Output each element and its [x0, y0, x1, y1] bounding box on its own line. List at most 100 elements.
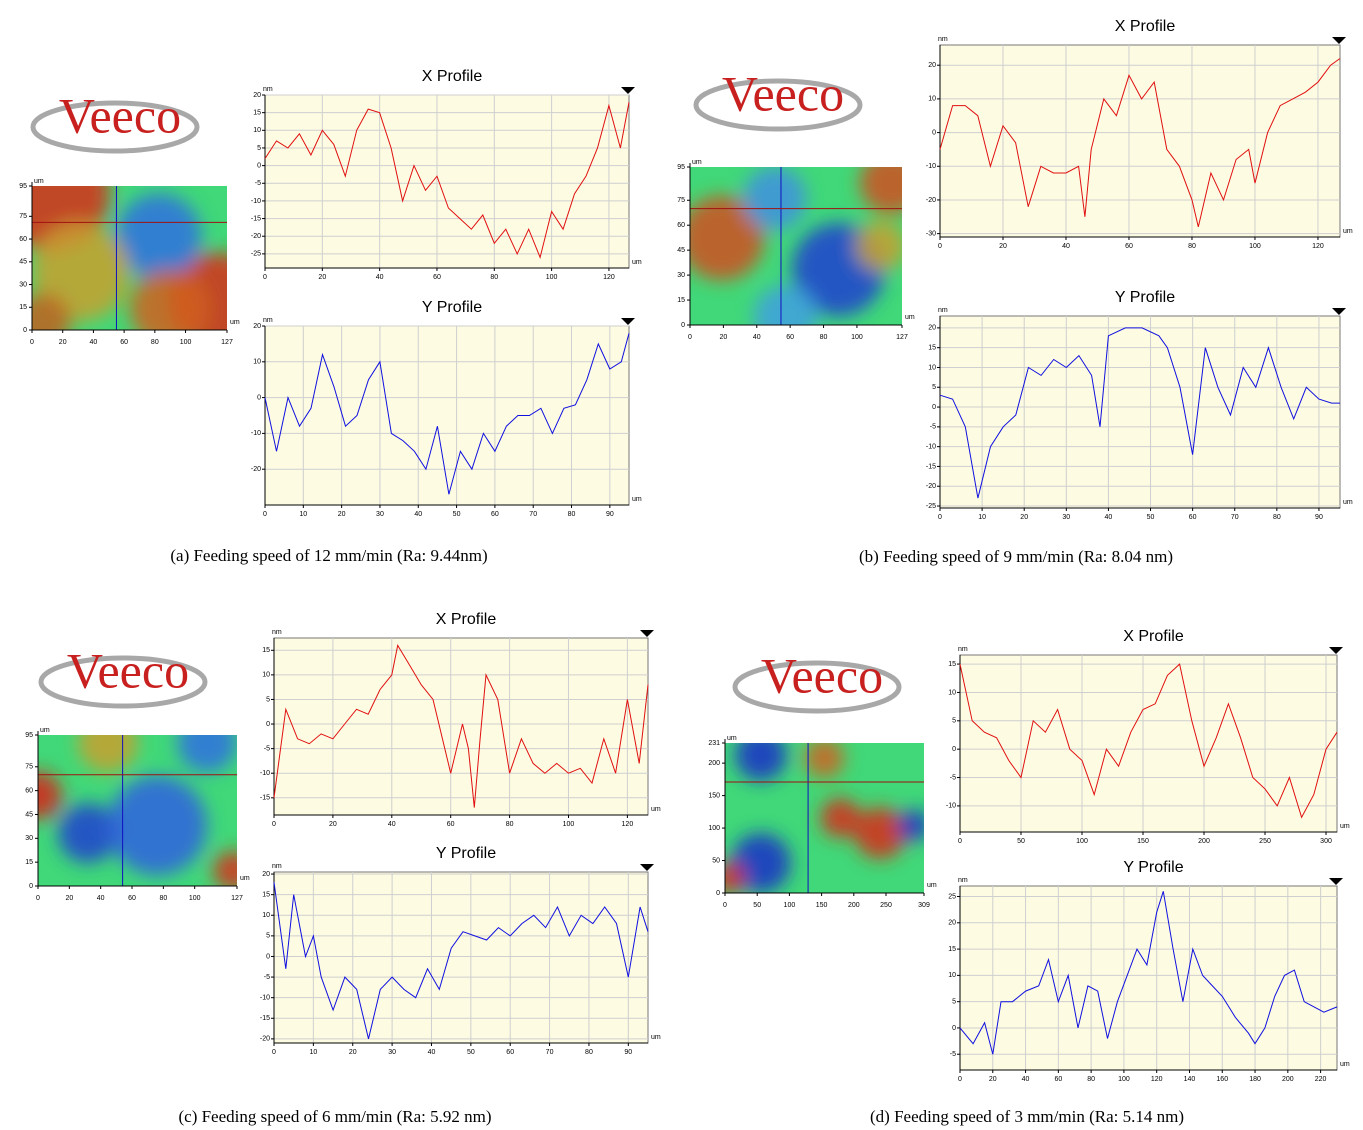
x-tick-label: 30 — [388, 1049, 396, 1056]
x-tick-label: 90 — [624, 1049, 632, 1056]
y-axis-label: nm — [938, 36, 948, 43]
heatmap-blob — [753, 285, 818, 325]
x-tick-label: 0 — [958, 1076, 962, 1083]
y-tick-label: 200 — [708, 760, 720, 767]
y-tick-label: 60 — [677, 222, 685, 229]
x-tick-label: 50 — [1017, 838, 1025, 845]
chart-title: X Profile — [1115, 18, 1176, 35]
plot-area — [273, 871, 649, 1044]
x-tick-label: 0 — [938, 243, 942, 250]
y-tick-label: 20 — [948, 920, 956, 927]
x-tick-label: 0 — [30, 339, 34, 346]
y-tick-label: 5 — [257, 145, 261, 152]
heatmap-blob — [115, 193, 202, 280]
x-tick-label: 50 — [453, 511, 461, 518]
x-tick-label: 10 — [309, 1049, 317, 1056]
chart-title: Y Profile — [1123, 859, 1183, 876]
caption: (a) Feeding speed of 12 mm/min (Ra: 9.44… — [170, 546, 487, 565]
chart-title: Y Profile — [436, 845, 496, 862]
heatmap-blob — [77, 735, 138, 773]
marker-triangle — [1332, 37, 1346, 44]
x-tick-label: 150 — [1137, 838, 1149, 845]
y-tick-label: 30 — [677, 272, 685, 279]
x-tick-label: 100 — [851, 334, 863, 341]
y-tick-label: -5 — [264, 745, 270, 752]
logo-swoosh — [693, 78, 863, 132]
x-tick-label: 200 — [1198, 838, 1210, 845]
caption: (d) Feeding speed of 3 mm/min (Ra: 5.14 … — [870, 1107, 1184, 1126]
y-tick-label: 0 — [952, 746, 956, 753]
y-tick-label: 0 — [266, 953, 270, 960]
y-tick-label: 20 — [253, 92, 261, 99]
x-axis-label: um — [1340, 1061, 1350, 1068]
y-tick-label: 30 — [19, 281, 27, 288]
x-tick-label: 60 — [786, 334, 794, 341]
y-tick-label: 20 — [262, 871, 270, 878]
x-tick-label: 60 — [1189, 514, 1197, 521]
x-tick-label: 60 — [1125, 243, 1133, 250]
chart-title: X Profile — [1123, 628, 1184, 645]
x-tick-label: 20 — [719, 334, 727, 341]
x-tick-label: 200 — [848, 902, 860, 909]
x-tick-label: 100 — [180, 339, 192, 346]
x-axis-label: um — [632, 496, 642, 503]
x-tick-label: 127 — [231, 895, 243, 902]
x-axis-label: um — [927, 882, 937, 889]
x-tick-label: 20 — [999, 243, 1007, 250]
y-axis-label: nm — [272, 629, 282, 636]
x-tick-label: 80 — [820, 334, 828, 341]
x-tick-label: 220 — [1315, 1076, 1327, 1083]
profile-line — [264, 333, 630, 495]
x-tick-label: 0 — [263, 274, 267, 281]
x-tick-label: 60 — [128, 895, 136, 902]
y-tick-label: 0 — [952, 1025, 956, 1032]
x-axis-label: um — [651, 806, 661, 813]
y-tick-label: 20 — [253, 323, 261, 330]
x-tick-label: 60 — [506, 1049, 514, 1056]
logo-swoosh — [38, 655, 208, 709]
marker-triangle — [640, 630, 654, 637]
y-tick-label: 0 — [29, 883, 33, 890]
x-tick-label: 160 — [1216, 1076, 1228, 1083]
x-axis-label: um — [240, 875, 250, 882]
x-tick-label: 30 — [1062, 514, 1070, 521]
heatmap — [725, 743, 924, 893]
y-tick-label: 45 — [677, 247, 685, 254]
y-tick-label: 5 — [932, 384, 936, 391]
y-axis-label: nm — [272, 863, 282, 870]
x-tick-label: 50 — [753, 902, 761, 909]
x-tick-label: 40 — [1105, 514, 1113, 521]
logo: Veeco — [722, 65, 844, 121]
x-tick-label: 140 — [1184, 1076, 1196, 1083]
y-tick-label: 0 — [932, 404, 936, 411]
x-tick-label: 70 — [546, 1049, 554, 1056]
x-tick-label: 80 — [1273, 514, 1281, 521]
y-tick-label: -30 — [926, 230, 936, 237]
y-tick-label: 60 — [19, 236, 27, 243]
heatmap — [38, 735, 237, 886]
y-tick-label: 5 — [952, 999, 956, 1006]
x-tick-label: 80 — [568, 511, 576, 518]
y-tick-label: -15 — [260, 795, 270, 802]
x-axis-label: um — [905, 314, 915, 321]
x-tick-label: 120 — [603, 274, 615, 281]
x-tick-label: 127 — [896, 334, 908, 341]
y-tick-label: 150 — [708, 792, 720, 799]
chart-title: X Profile — [436, 611, 497, 628]
x-tick-label: 100 — [546, 274, 558, 281]
x-tick-label: 20 — [59, 339, 67, 346]
y-tick-label: -25 — [251, 251, 261, 258]
plot-area — [939, 315, 1341, 509]
y-tick-label: 10 — [928, 364, 936, 371]
profile-line — [273, 882, 649, 1040]
x-tick-label: 40 — [1022, 1076, 1030, 1083]
y-axis-label: nm — [958, 877, 968, 884]
x-tick-label: 90 — [1315, 514, 1323, 521]
profile-line — [959, 891, 1338, 1055]
y-tick-label: -15 — [260, 1015, 270, 1022]
y-tick-label: 0 — [257, 394, 261, 401]
y-tick-label: 0 — [257, 162, 261, 169]
x-tick-label: 30 — [376, 511, 384, 518]
heatmap-blob — [57, 803, 118, 864]
y-tick-label: 0 — [932, 129, 936, 136]
